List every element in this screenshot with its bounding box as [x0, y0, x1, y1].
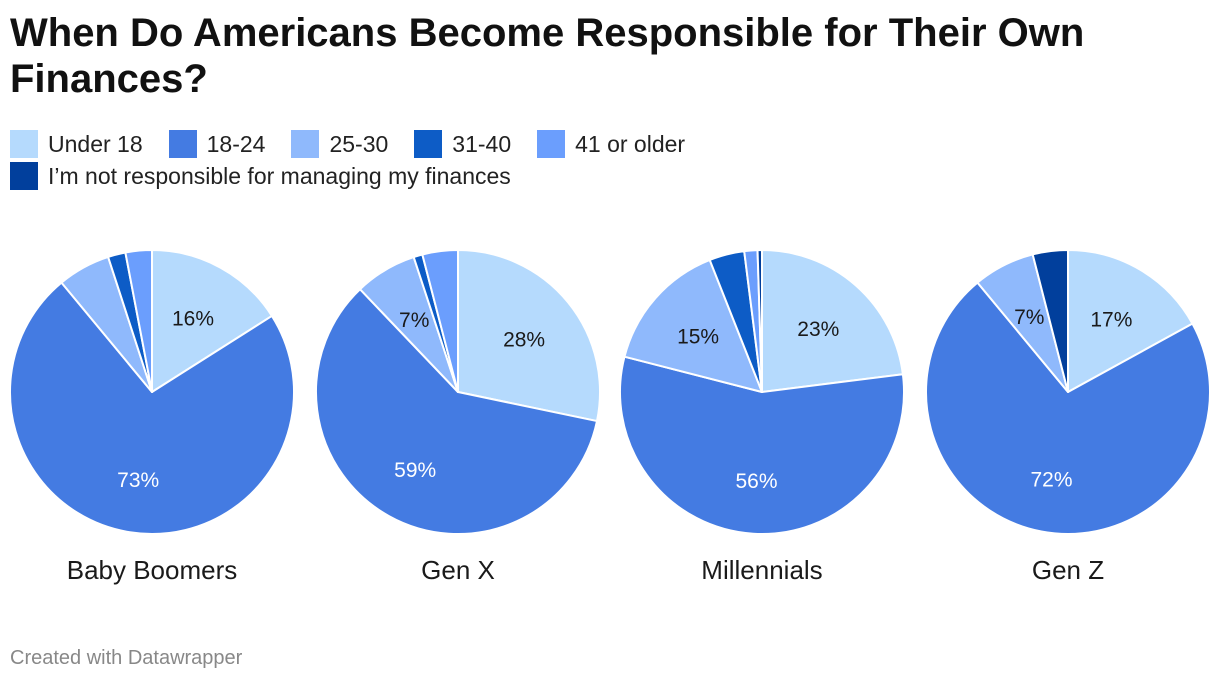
data-label-gen-z-under-18: 17%: [1090, 309, 1132, 332]
data-label-gen-z-18-24: 72%: [1030, 469, 1072, 492]
data-label-baby-boomers-under-18: 16%: [172, 307, 214, 330]
legend: Under 18 18-24 25-30 31-40 41 or older I…: [10, 128, 1190, 192]
legend-item-18-24: 18-24: [168, 130, 266, 158]
pie-label-baby-boomers: Baby Boomers: [67, 555, 238, 585]
pie-baby-boomers: 16% 73% Baby Boomers: [9, 249, 295, 585]
pie-label-millennials: Millennials: [701, 555, 822, 585]
data-label-baby-boomers-18-24: 73%: [117, 469, 159, 492]
legend-label-18-24: 18-24: [206, 130, 266, 157]
legend-item-31-40: 31-40: [414, 130, 511, 158]
pie-charts: 16% 73% Baby Boomers 28% 59% 7% Gen X 23% 56% 15%…: [9, 249, 1211, 585]
legend-swatch-25-30: [291, 130, 320, 158]
slice-gen-z-18-24: [925, 281, 1211, 535]
data-label-millennials-25-30: 15%: [677, 326, 719, 349]
pie-label-gen-z: Gen Z: [1032, 555, 1104, 585]
data-label-gen-x-18-24: 59%: [394, 459, 436, 482]
legend-label-31-40: 31-40: [452, 130, 512, 157]
data-label-gen-x-under-18: 28%: [503, 328, 545, 351]
legend-item-not-responsible: I’m not responsible for managing my fina…: [10, 162, 511, 190]
slice-gen-z-under-18: [1067, 249, 1194, 393]
slice-millennials-25-30: [623, 258, 763, 393]
slice-gen-x-under-18: [457, 249, 601, 423]
chart-title: When Do Americans Become Responsible for…: [10, 11, 1085, 101]
slice-millennials-i-m-not-responsible-for-managing-my-finances: [756, 249, 763, 393]
slice-gen-z-i-m-not-responsible-for-managing-my-finances: [1031, 249, 1069, 393]
legend-label-under-18: Under 18: [48, 130, 143, 157]
data-label-millennials-18-24: 56%: [735, 470, 777, 493]
legend-item-25-30: 25-30: [291, 130, 388, 158]
legend-row-2: I’m not responsible for managing my fina…: [10, 160, 1190, 192]
slice-millennials-18-24: [619, 355, 905, 535]
pie-gen-z: 17% 72% 7% Gen Z: [925, 249, 1211, 585]
legend-swatch-41-or-older: [537, 130, 566, 158]
legend-swatch-under-18: [10, 130, 38, 158]
pie-millennials: 23% 56% 15% Millennials: [619, 249, 905, 585]
slice-baby-boomers-under-18: [151, 249, 273, 393]
legend-label-not-responsible: I’m not responsible for managing my fina…: [48, 162, 511, 189]
legend-swatch-not-responsible: [10, 162, 38, 190]
legend-label-25-30: 25-30: [329, 130, 389, 157]
legend-item-under-18: Under 18: [10, 130, 143, 158]
footer-credit: Created with Datawrapper: [10, 647, 243, 669]
legend-item-41-or-older: 41 or older: [537, 130, 685, 158]
slice-gen-x-18-24: [315, 288, 598, 535]
legend-swatch-31-40: [414, 130, 443, 158]
legend-swatch-18-24: [168, 130, 197, 158]
legend-row-1: Under 18 18-24 25-30 31-40 41 or older: [10, 128, 1190, 160]
slice-baby-boomers-18-24: [9, 281, 295, 535]
data-label-gen-x-25-30: 7%: [399, 309, 429, 332]
slice-millennials-under-18: [761, 249, 904, 393]
legend-label-41-or-older: 41 or older: [575, 130, 686, 157]
slice-baby-boomers-41-or-older: [124, 249, 153, 393]
data-label-millennials-under-18: 23%: [797, 318, 839, 341]
pie-label-gen-x: Gen X: [421, 555, 495, 585]
data-label-gen-z-25-30: 7%: [1014, 306, 1044, 329]
pie-gen-x: 28% 59% 7% Gen X: [315, 249, 601, 585]
slice-gen-x-41-or-older: [421, 249, 459, 393]
